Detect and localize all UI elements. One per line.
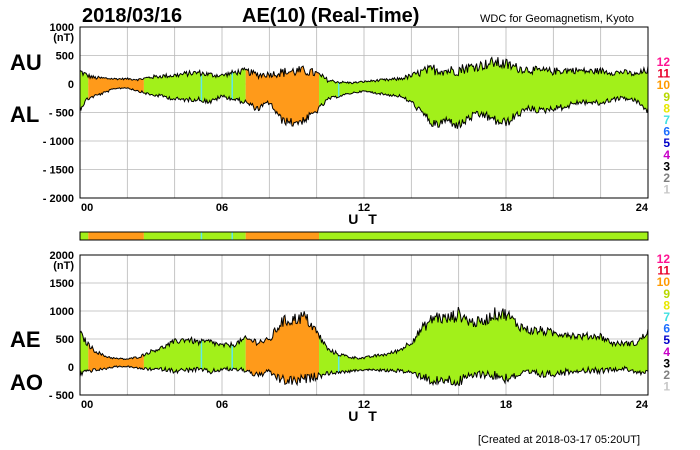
x-tick-label: 18 xyxy=(500,202,512,214)
au-label: AU xyxy=(10,50,42,75)
station-bar-segment xyxy=(80,232,89,240)
unit-label: (nT) xyxy=(53,32,74,44)
legend-station-3: 3 xyxy=(663,159,670,173)
legend-station-4: 4 xyxy=(663,345,670,359)
fill-streak-7-stations xyxy=(337,57,340,129)
unit-label: (nT) xyxy=(53,260,74,272)
legend-station-10: 10 xyxy=(657,275,671,289)
x-tick-label: 24 xyxy=(636,399,649,411)
chart-title: AE(10) (Real-Time) xyxy=(242,5,419,27)
legend-station-6: 6 xyxy=(663,125,670,139)
legend-station-2: 2 xyxy=(663,368,670,382)
legend-station-12: 12 xyxy=(657,252,671,266)
legend-station-9: 9 xyxy=(663,90,670,104)
legend-station-5: 5 xyxy=(663,136,670,150)
legend-station-5: 5 xyxy=(663,333,670,347)
ao-label: AO xyxy=(10,370,43,395)
legend-station-7: 7 xyxy=(663,310,670,324)
station-count-bar xyxy=(79,231,649,241)
fill-streak-7-stations xyxy=(231,57,233,129)
ae-label: AE xyxy=(10,327,41,352)
legend-station-3: 3 xyxy=(663,356,670,370)
ae-ao-panel: 2000 1500 1000 500 0 - 500 (nT) 00 06 12 18 24 U T xyxy=(49,250,649,424)
station-bar-segment xyxy=(88,232,144,240)
legend-station-4: 4 xyxy=(663,148,670,162)
station-bar-frame xyxy=(79,231,649,241)
fill-segment-10-stations xyxy=(88,307,144,386)
y-tick-label: - 500 xyxy=(49,390,74,402)
series-line-AO xyxy=(79,365,649,387)
x-tick-label: 24 xyxy=(636,202,649,214)
station-bar-segment xyxy=(319,232,648,240)
x-tick-label: 00 xyxy=(81,202,93,214)
fill-streak-7-stations xyxy=(231,307,233,386)
series-line-AE xyxy=(79,306,649,361)
y-tick-label: 500 xyxy=(56,334,74,346)
y-tick-label: 2000 xyxy=(50,250,74,262)
source-label: WDC for Geomagnetism, Kyoto xyxy=(480,13,634,25)
y-tick-label: - 2000 xyxy=(43,193,74,205)
station-bar-streak xyxy=(200,232,203,240)
created-timestamp: [Created at 2018-03-17 05:20UT] xyxy=(478,434,640,446)
x-tick-label: 18 xyxy=(500,399,512,411)
x-tick-label: 00 xyxy=(81,399,93,411)
legend-station-11: 11 xyxy=(657,67,670,81)
legend-station-6: 6 xyxy=(663,322,670,336)
fill-streak-7-stations xyxy=(200,57,203,129)
legend-station-1: 1 xyxy=(663,380,670,394)
x-axis-label: U T xyxy=(348,211,380,227)
series-line-AU xyxy=(79,56,649,85)
x-axis-label: U T xyxy=(348,408,380,424)
station-bar-streak xyxy=(231,232,233,240)
fill-segment-9-stations xyxy=(80,57,89,129)
legend-station-1: 1 xyxy=(663,183,670,197)
y-tick-label: - 1500 xyxy=(43,165,74,177)
x-tick-label: 06 xyxy=(216,399,228,411)
y-tick-label: 0 xyxy=(68,362,74,374)
legend-station-8: 8 xyxy=(663,298,670,312)
grid xyxy=(79,254,649,396)
station-bar-segment xyxy=(143,232,246,240)
grid xyxy=(79,26,649,199)
legend-station-9: 9 xyxy=(663,287,670,301)
y-tick-label: - 1000 xyxy=(43,136,74,148)
legend-station-10: 10 xyxy=(657,78,671,92)
legend-station-2: 2 xyxy=(663,171,670,185)
fill-segment-9-stations xyxy=(80,307,89,386)
plot-frame xyxy=(79,254,649,396)
legend-station-8: 8 xyxy=(663,101,670,115)
y-tick-label: 500 xyxy=(56,51,74,63)
legend-station-12: 12 xyxy=(657,55,671,69)
x-tick-label: 12 xyxy=(358,202,370,214)
y-tick-label: - 500 xyxy=(49,108,74,120)
date-label: 2018/03/16 xyxy=(82,5,182,27)
x-tick-label: 06 xyxy=(216,202,228,214)
au-al-panel: 1000 500 0 - 500 - 1000 - 1500 - 2000 (nT) 00 06 1… xyxy=(43,22,649,227)
y-tick-label: 1000 xyxy=(50,22,74,34)
plot-frame xyxy=(79,26,649,199)
al-label: AL xyxy=(10,102,39,127)
x-tick-label: 12 xyxy=(358,399,370,411)
station-bar-segment xyxy=(245,232,320,240)
fill-segment-9-stations xyxy=(143,307,246,386)
fill-streak-7-stations xyxy=(200,307,203,386)
y-tick-label: 0 xyxy=(68,79,74,91)
legend-station-11: 11 xyxy=(657,264,670,278)
series-line-AL xyxy=(79,87,649,129)
y-tick-label: 1500 xyxy=(50,278,74,290)
legend-station-7: 7 xyxy=(663,113,670,127)
y-tick-label: 1000 xyxy=(50,306,74,318)
